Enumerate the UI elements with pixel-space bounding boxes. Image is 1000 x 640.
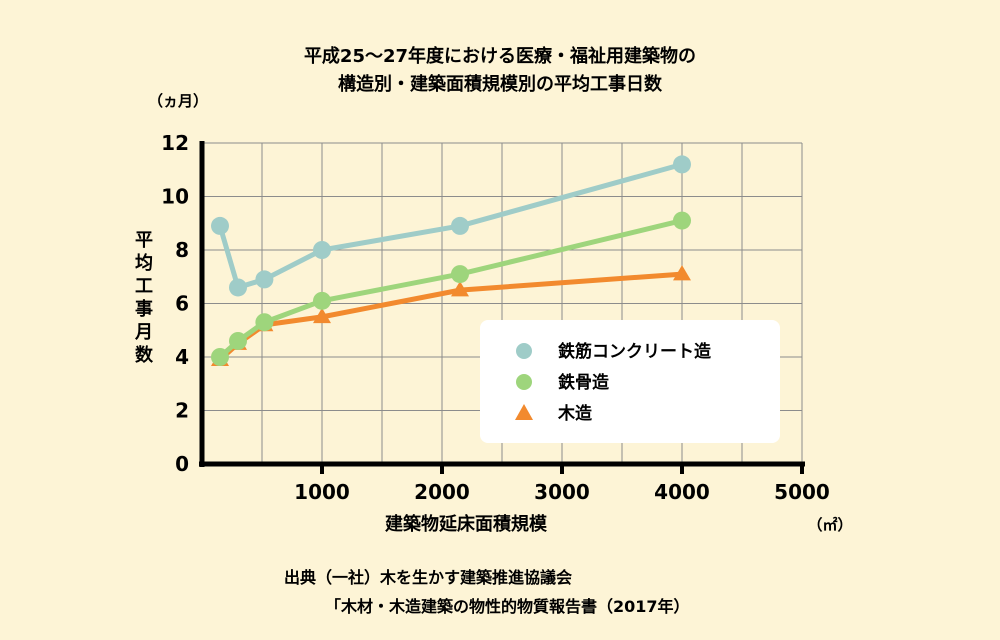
data-point-triangle	[673, 265, 691, 281]
y-tick-label: 4	[175, 345, 189, 369]
y-axis-label-char: 事	[135, 298, 153, 320]
y-axis-label-char: 月	[134, 322, 153, 343]
legend-label: 鉄筋コンクリート造	[558, 341, 712, 362]
y-axis-label-char: 数	[135, 344, 154, 366]
y-tick-label: 6	[175, 292, 189, 316]
data-point-circle	[313, 241, 331, 259]
data-point-circle	[673, 211, 691, 230]
y-tick-label: 2	[175, 399, 189, 423]
source-line-2: 「木材・木造建築の物性的物質報告書（2017年）	[325, 597, 690, 616]
tick-labels: 0 2 4 6 8 10 12 1000 2000 3000 4000 5000	[161, 131, 830, 504]
x-tick-label: 3000	[534, 480, 590, 504]
chart-title-line-2: 構造別・建築面積規模別の平均工事日数	[338, 73, 663, 95]
data-point-circle	[211, 216, 229, 235]
x-tick-label: 2000	[414, 480, 470, 504]
x-tick-label: 1000	[294, 480, 350, 504]
data-point-circle	[313, 291, 331, 310]
data-point-circle	[673, 155, 691, 174]
legend-marker-circle	[516, 343, 532, 359]
data-point-circle	[255, 313, 274, 332]
y-tick-label: 10	[161, 185, 189, 209]
y-axis-label-char: 均	[135, 252, 153, 274]
data-point-circle	[451, 265, 469, 284]
y-tick-label: 8	[175, 238, 189, 262]
data-point-circle	[211, 348, 229, 366]
data-point-circle	[451, 216, 469, 235]
legend-marker-circle	[516, 374, 532, 390]
y-axis-unit: （ヵ月）	[148, 92, 208, 110]
x-tick-label: 5000	[774, 480, 830, 504]
y-axis-label-char: 工	[135, 276, 153, 297]
data-point-triangle	[313, 307, 331, 324]
chart-title-line-1: 平成25～27年度における医療・福祉用建築物の	[304, 45, 696, 67]
legend-label: 鉄骨造	[558, 372, 610, 393]
series-layer	[211, 155, 691, 366]
data-point-triangle	[451, 281, 469, 297]
x-axis-label: 建築物延床面積規模	[385, 513, 548, 535]
data-point-circle	[255, 270, 274, 289]
x-tick-label: 4000	[654, 480, 710, 504]
y-axis-label-char: 平	[135, 230, 153, 251]
axes	[199, 141, 805, 474]
legend-label: 木造	[557, 403, 593, 424]
series-line-0	[217, 161, 683, 290]
legend-box	[480, 320, 780, 443]
source-line-1: 出典（一社）木を生かす建築推進協議会	[284, 568, 572, 587]
legend-marker-triangle	[515, 404, 533, 420]
x-axis-unit: （㎡）	[807, 516, 852, 534]
y-tick-label: 12	[161, 131, 189, 155]
y-tick-label: 0	[175, 452, 189, 476]
data-point-circle	[229, 331, 247, 350]
data-point-circle	[229, 278, 247, 297]
